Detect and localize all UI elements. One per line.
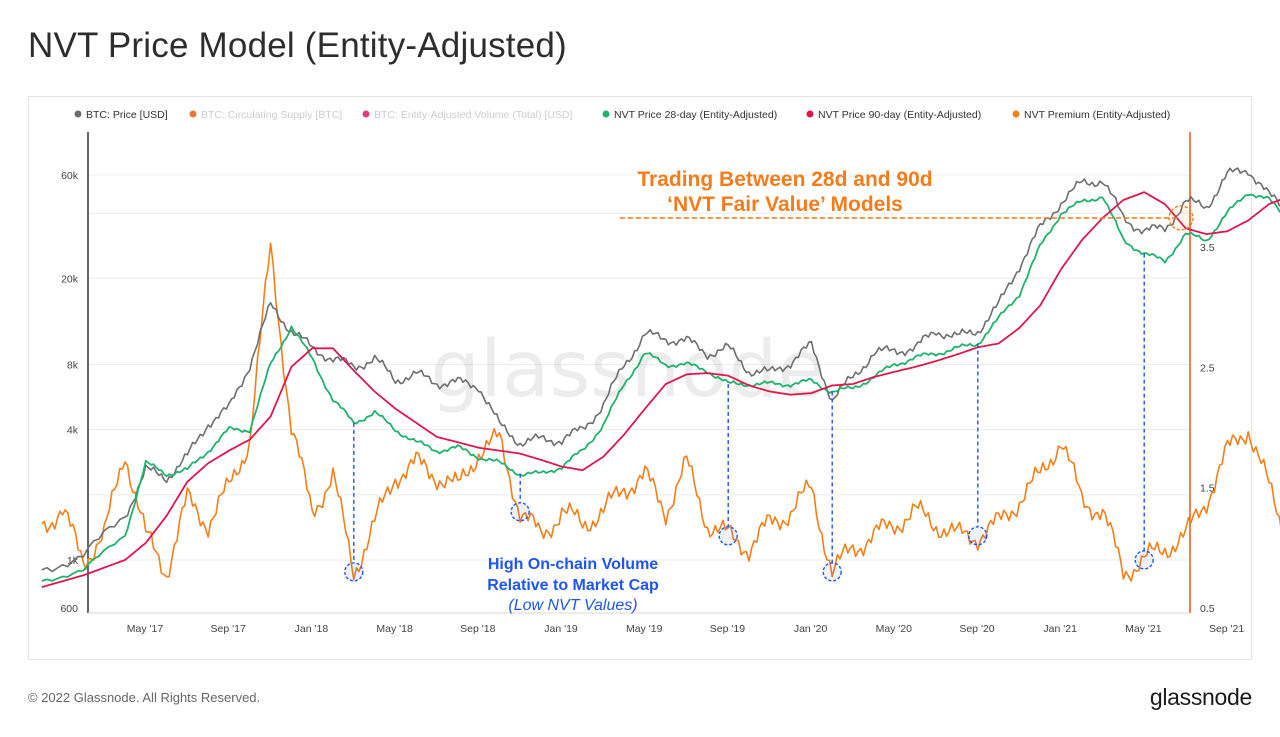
y-left-tick-label: 60k xyxy=(61,170,79,182)
y-right-tick-label: 3.5 xyxy=(1200,242,1215,254)
annotation-volume-line1: High On-chain Volume xyxy=(488,556,658,573)
low-nvt-marker-circle xyxy=(510,502,530,522)
low-nvt-marker-circle xyxy=(968,526,988,546)
x-tick-label: Sep '18 xyxy=(460,623,495,635)
x-tick-label: Jan '20 xyxy=(794,623,828,635)
x-tick-label: May '18 xyxy=(376,623,413,635)
low-nvt-marker-circle xyxy=(1134,550,1154,570)
legend-label[interactable]: NVT Premium (Entity-Adjusted) xyxy=(1024,109,1170,121)
annotation-volume-line2: Relative to Market Cap xyxy=(487,577,659,594)
x-tick-label: May '20 xyxy=(876,623,913,635)
y-right-tick-label: 1.5 xyxy=(1200,483,1215,495)
legend-label[interactable]: NVT Price 28-day (Entity-Adjusted) xyxy=(614,109,777,121)
legend-dot[interactable] xyxy=(74,110,82,118)
x-tick-label: Sep '20 xyxy=(959,623,994,635)
y-left-tick-label: 4k xyxy=(67,425,79,437)
btc-price-line xyxy=(41,167,1280,573)
x-tick-label: Sep '21 xyxy=(1209,623,1244,635)
nvt-90d-line xyxy=(41,191,1280,588)
x-tick-label: Jan '19 xyxy=(544,623,578,635)
watermark: glassnode xyxy=(431,325,826,415)
y-right-tick-label: 0.5 xyxy=(1200,603,1215,615)
legend-dot[interactable] xyxy=(362,110,370,118)
legend-dot[interactable] xyxy=(1012,110,1020,118)
y-left-tick-label: 600 xyxy=(60,603,78,615)
legend-label[interactable]: NVT Price 90-day (Entity-Adjusted) xyxy=(818,109,981,121)
x-tick-label: Sep '19 xyxy=(710,623,745,635)
y-left-tick-label: 8k xyxy=(67,359,79,371)
low-nvt-marker-circle xyxy=(344,562,364,582)
legend-label[interactable]: BTC: Price [USD] xyxy=(86,109,168,121)
x-tick-label: Jan '18 xyxy=(295,623,329,635)
legend-dot[interactable] xyxy=(602,110,610,118)
annotation-fair-value-line2: ‘NVT Fair Value’ Models xyxy=(667,193,903,216)
x-tick-label: Jan '21 xyxy=(1043,623,1077,635)
x-tick-label: May '17 xyxy=(127,623,164,635)
x-tick-label: Sep '17 xyxy=(211,623,246,635)
page-title: NVT Price Model (Entity-Adjusted) xyxy=(28,26,567,65)
x-tick-label: May '21 xyxy=(1125,623,1162,635)
annotation-fair-value-line1: Trading Between 28d and 90d xyxy=(637,168,932,191)
y-left-tick-label: 20k xyxy=(61,273,79,285)
legend-label[interactable]: BTC: Entity-Adjusted Volume (Total) [USD… xyxy=(374,109,572,121)
footer-logo[interactable]: glassnode xyxy=(1149,684,1252,710)
low-nvt-marker-circle xyxy=(822,562,842,582)
footer-copyright: © 2022 Glassnode. All Rights Reserved. xyxy=(28,690,261,705)
nvt-28d-line xyxy=(41,193,1280,582)
fair-value-marker-circle xyxy=(1168,205,1194,231)
y-right-tick-label: 2.5 xyxy=(1200,362,1215,374)
low-nvt-marker-circle xyxy=(718,526,738,546)
legend-dot[interactable] xyxy=(189,110,197,118)
chart-panel xyxy=(28,96,1252,660)
legend-label[interactable]: BTC: Circulating Supply [BTC] xyxy=(201,109,342,121)
annotation-volume-subtext: (Low NVT Values) xyxy=(508,597,637,614)
x-tick-label: May '19 xyxy=(626,623,663,635)
nvt-premium-line xyxy=(41,242,1280,582)
legend-dot[interactable] xyxy=(806,110,814,118)
